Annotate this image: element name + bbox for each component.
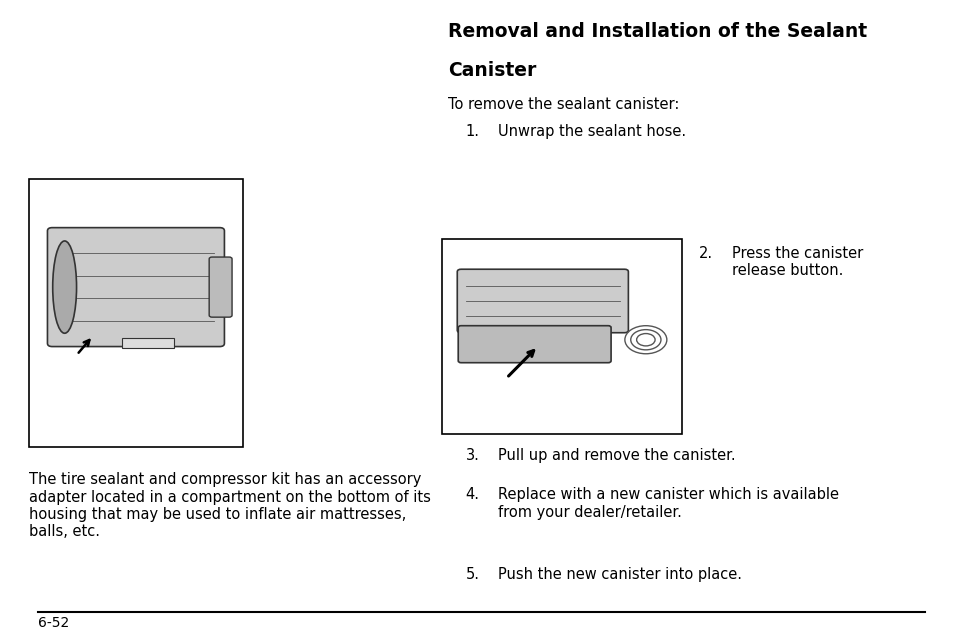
Text: Press the canister
release button.: Press the canister release button. bbox=[731, 246, 862, 278]
Text: Removal and Installation of the Sealant: Removal and Installation of the Sealant bbox=[448, 22, 866, 41]
Text: Canister: Canister bbox=[448, 61, 537, 80]
Ellipse shape bbox=[52, 241, 76, 333]
Text: 1.: 1. bbox=[465, 124, 479, 140]
Bar bbox=[29, 179, 243, 447]
Text: Replace with a new canister which is available
from your dealer/retailer.: Replace with a new canister which is ava… bbox=[497, 487, 838, 520]
Text: 2.: 2. bbox=[699, 246, 713, 261]
Text: Pull up and remove the canister.: Pull up and remove the canister. bbox=[497, 448, 735, 463]
Text: To remove the sealant canister:: To remove the sealant canister: bbox=[448, 97, 679, 112]
Text: 4.: 4. bbox=[465, 487, 479, 503]
Text: Push the new canister into place.: Push the new canister into place. bbox=[497, 567, 741, 582]
Text: 6-52: 6-52 bbox=[38, 616, 70, 630]
Bar bbox=[441, 239, 681, 434]
FancyBboxPatch shape bbox=[48, 228, 224, 346]
Text: 3.: 3. bbox=[465, 448, 479, 463]
FancyBboxPatch shape bbox=[456, 269, 628, 333]
Text: The tire sealant and compressor kit has an accessory
adapter located in a compar: The tire sealant and compressor kit has … bbox=[29, 472, 430, 539]
FancyBboxPatch shape bbox=[209, 257, 232, 317]
Text: 5.: 5. bbox=[465, 567, 479, 582]
Bar bbox=[122, 338, 173, 348]
Text: Unwrap the sealant hose.: Unwrap the sealant hose. bbox=[497, 124, 685, 140]
FancyBboxPatch shape bbox=[457, 325, 611, 362]
